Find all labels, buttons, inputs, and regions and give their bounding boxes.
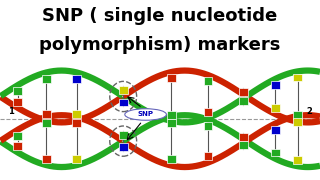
FancyBboxPatch shape xyxy=(42,110,51,118)
FancyBboxPatch shape xyxy=(204,122,212,130)
FancyBboxPatch shape xyxy=(167,74,176,82)
Text: SNP ( single nucleotide: SNP ( single nucleotide xyxy=(42,7,278,25)
Text: 1: 1 xyxy=(8,107,14,116)
FancyBboxPatch shape xyxy=(271,81,280,89)
FancyBboxPatch shape xyxy=(72,119,81,127)
FancyBboxPatch shape xyxy=(239,97,248,105)
FancyBboxPatch shape xyxy=(204,152,212,160)
FancyBboxPatch shape xyxy=(42,155,51,163)
FancyBboxPatch shape xyxy=(72,155,81,163)
FancyBboxPatch shape xyxy=(119,86,128,94)
FancyBboxPatch shape xyxy=(271,104,280,112)
FancyBboxPatch shape xyxy=(271,126,280,134)
FancyBboxPatch shape xyxy=(204,77,212,85)
FancyBboxPatch shape xyxy=(293,118,302,126)
FancyBboxPatch shape xyxy=(204,108,212,116)
FancyBboxPatch shape xyxy=(239,133,248,141)
FancyBboxPatch shape xyxy=(271,148,280,156)
FancyBboxPatch shape xyxy=(293,156,302,164)
FancyBboxPatch shape xyxy=(119,131,128,139)
FancyBboxPatch shape xyxy=(119,99,128,107)
FancyBboxPatch shape xyxy=(119,143,128,151)
FancyBboxPatch shape xyxy=(13,98,22,106)
FancyBboxPatch shape xyxy=(42,75,51,83)
FancyBboxPatch shape xyxy=(13,87,22,95)
FancyBboxPatch shape xyxy=(293,111,302,119)
Text: polymorphism) markers: polymorphism) markers xyxy=(39,36,281,54)
FancyBboxPatch shape xyxy=(167,119,176,127)
FancyBboxPatch shape xyxy=(167,156,176,163)
FancyBboxPatch shape xyxy=(293,74,302,82)
Ellipse shape xyxy=(125,109,166,120)
FancyBboxPatch shape xyxy=(13,132,22,140)
FancyBboxPatch shape xyxy=(42,119,51,127)
Text: 2: 2 xyxy=(306,107,312,116)
FancyBboxPatch shape xyxy=(72,75,81,83)
FancyBboxPatch shape xyxy=(239,88,248,96)
FancyBboxPatch shape xyxy=(13,142,22,150)
Text: SNP: SNP xyxy=(138,111,154,118)
FancyBboxPatch shape xyxy=(72,110,81,118)
FancyBboxPatch shape xyxy=(239,141,248,149)
FancyBboxPatch shape xyxy=(167,111,176,119)
